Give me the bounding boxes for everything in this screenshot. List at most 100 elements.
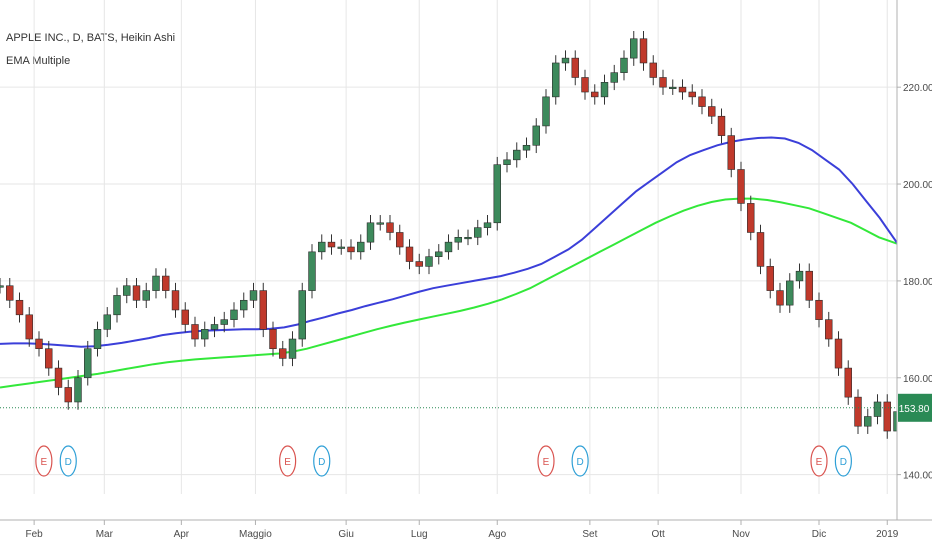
price-tick-label: 180.00 <box>903 277 932 288</box>
candle-body <box>795 270 804 282</box>
candle-body <box>347 246 355 253</box>
candle-body <box>0 285 4 288</box>
candle-body <box>464 237 472 240</box>
candle-body <box>113 295 121 316</box>
time-tick-label: Feb <box>26 529 44 540</box>
candle-body <box>171 290 180 311</box>
candle-body <box>288 338 297 359</box>
candle-body <box>425 256 433 267</box>
candle-body <box>435 251 443 257</box>
candle-body <box>815 299 823 320</box>
candle-body <box>337 246 345 249</box>
candle-body <box>591 91 599 98</box>
candle-body <box>873 401 882 417</box>
candle-body <box>678 86 687 93</box>
candle-body <box>405 246 414 262</box>
time-tick-label: Mar <box>96 529 114 540</box>
candle-body <box>25 314 33 340</box>
candle-body <box>230 309 238 320</box>
candle-body <box>298 290 306 340</box>
candle-body <box>669 86 677 89</box>
candle-body <box>620 57 628 73</box>
price-tick-label: 140.00 <box>903 471 932 482</box>
candle-body <box>386 222 394 233</box>
candle-body <box>825 319 833 340</box>
candle-body <box>318 241 326 253</box>
candle-body <box>376 222 384 225</box>
candle-body <box>249 290 258 301</box>
time-tick-label: Apr <box>174 529 190 540</box>
candle-body <box>474 227 482 238</box>
candle-body <box>123 285 131 296</box>
candle-body <box>639 38 648 64</box>
candle-body <box>279 348 287 359</box>
candle-body <box>854 396 862 427</box>
candlestick-series <box>0 30 911 439</box>
indicator-label: EMA Multiple <box>6 55 71 67</box>
candle-body <box>308 251 316 291</box>
candle-body <box>600 82 609 98</box>
time-tick-label: Nov <box>732 529 750 540</box>
candle-body <box>552 62 560 98</box>
dividend-marker <box>571 445 589 477</box>
time-tick-label: Set <box>582 529 597 540</box>
candle-body <box>834 338 843 369</box>
candle-body <box>649 62 657 78</box>
time-tick-label: 2019 <box>876 529 899 540</box>
event-marker-label: D <box>840 457 847 468</box>
time-tick-label: Maggio <box>239 529 272 540</box>
ema-fast-series <box>0 136 908 348</box>
candle-body <box>64 387 72 403</box>
candle-body <box>357 241 365 253</box>
ema-fast-line <box>0 136 908 348</box>
time-tick-label: Dic <box>812 529 826 540</box>
ema-slow-series <box>0 197 908 389</box>
time-axis[interactable]: Feb Mar Apr Maggio Giu Lug Ago Set Ott Nov Dic 2019 <box>0 519 932 540</box>
event-marker-label: D <box>318 457 325 468</box>
candle-body <box>162 275 170 291</box>
candle-body <box>74 377 82 403</box>
candle-body <box>708 106 716 117</box>
candle-body <box>327 241 336 248</box>
candle-body <box>366 222 375 243</box>
candle-body <box>220 319 228 325</box>
candle-body <box>630 38 638 59</box>
candle-body <box>844 367 852 398</box>
earnings-marker <box>35 445 53 477</box>
candle-body <box>84 348 92 379</box>
candle-body <box>142 290 150 301</box>
candle-body <box>415 261 423 267</box>
price-axis[interactable]: 140.00 160.00 180.00 200.00 220.00 153.80 <box>896 0 932 550</box>
price-tick-label: 220.00 <box>903 83 932 94</box>
event-marker-label: E <box>816 457 823 468</box>
candle-body <box>542 96 550 127</box>
time-tick-label: Lug <box>411 529 428 540</box>
dividend-marker <box>834 445 852 477</box>
candle-body <box>396 232 404 248</box>
candle-body <box>581 77 589 93</box>
candle-body <box>756 232 765 267</box>
event-marker-label: D <box>577 457 584 468</box>
candle-body <box>883 401 891 432</box>
candle-body <box>571 57 579 78</box>
candle-body <box>513 149 521 161</box>
price-tick-label: 200.00 <box>903 180 932 191</box>
candle-body <box>45 348 53 369</box>
candle-body <box>786 280 794 306</box>
event-marker-label: E <box>543 457 550 468</box>
event-marker-label: E <box>284 457 291 468</box>
earnings-marker <box>279 445 297 477</box>
candle-body <box>561 57 570 64</box>
candle-body <box>522 144 531 151</box>
candle-body <box>688 91 696 98</box>
earnings-marker <box>810 445 828 477</box>
price-axis-bg <box>897 0 932 550</box>
candle-body <box>659 77 667 88</box>
candle-body <box>240 299 248 311</box>
candle-body <box>152 275 160 291</box>
candle-body <box>610 72 618 83</box>
price-tick-label: 160.00 <box>903 374 932 385</box>
candle-body <box>259 290 267 330</box>
